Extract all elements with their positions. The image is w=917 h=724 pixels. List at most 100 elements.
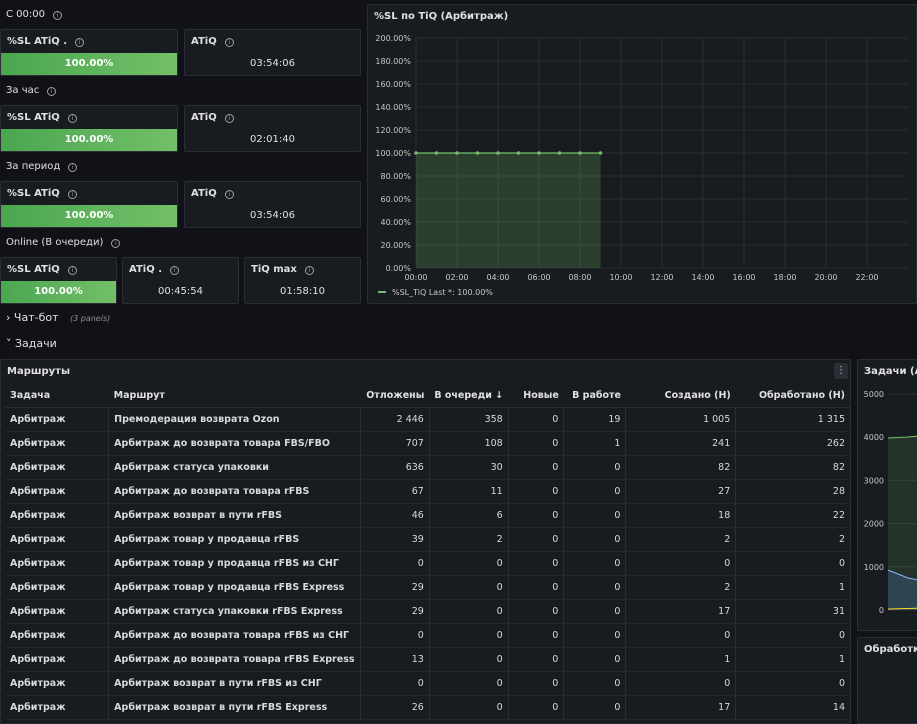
data-point — [414, 151, 418, 155]
atiq-value: 00:45:54 — [158, 286, 203, 297]
x-tick-label: 08:00 — [568, 273, 591, 282]
table-row[interactable]: Арбитраж Арбитраж товар у продавца rFBS и… — [5, 551, 850, 576]
info-icon[interactable]: i — [224, 190, 234, 199]
y-tick-label: 0.00% — [386, 264, 412, 273]
table-cell: 1 315 — [735, 407, 850, 432]
table-row[interactable]: Арбитраж Арбитраж возврат в пути rFBS из … — [5, 671, 850, 696]
chevron-right-icon: › — [6, 311, 11, 324]
tasks-chart-title: Задачи (Ар — [864, 366, 917, 377]
row-tasks[interactable]: ˅ Задачи — [6, 337, 57, 350]
y-tick-label: 4000 — [864, 433, 884, 442]
table-cell: Арбитраж до возврата товара FBS/FBO — [108, 431, 361, 456]
panel-menu-icon[interactable]: ⋮ — [834, 363, 848, 379]
series-line — [887, 607, 917, 610]
table-cell: 2 — [625, 527, 737, 552]
table-cell: 0 — [508, 431, 565, 456]
table-cell: 1 — [735, 575, 850, 600]
table-row[interactable]: Арбитраж Арбитраж статуса упаковки 636 30 0 0… — [5, 455, 850, 480]
info-icon[interactable]: i — [52, 11, 62, 20]
info-icon[interactable]: i — [67, 190, 77, 199]
table-cell: 0 — [508, 695, 565, 720]
col-header[interactable]: В очереди ↓ — [429, 385, 509, 408]
table-cell: 0 — [735, 623, 850, 648]
data-point — [516, 151, 521, 155]
sl-atiq-panel-online: %SL ATiQ i 100.00% — [0, 257, 117, 304]
table-cell: Арбитраж — [5, 455, 110, 480]
sl-atiq-panel: %SL ATiQ .i 100.00% — [0, 29, 178, 76]
data-point — [434, 151, 439, 155]
series-area — [416, 153, 601, 268]
info-icon[interactable]: i — [67, 114, 77, 123]
table-cell: Премодерация возврата Ozon — [108, 407, 361, 432]
table-cell: Арбитраж — [5, 695, 110, 720]
data-point — [537, 151, 541, 155]
table-row[interactable]: Арбитраж Арбитраж до возврата товара FBS/… — [5, 431, 850, 456]
series-line — [887, 569, 917, 581]
x-tick-label: 06:00 — [527, 273, 550, 282]
table-row[interactable]: Арбитраж Арбитраж товар у продавца rFBS E… — [5, 575, 850, 600]
info-icon[interactable]: i — [224, 38, 234, 47]
y-tick-label: 120.00% — [375, 126, 411, 135]
row-chatbot[interactable]: › Чат-бот (3 panels) — [6, 311, 111, 324]
data-point — [496, 151, 500, 155]
table-row[interactable]: Арбитраж Арбитраж статуса упаковки rFBS E… — [5, 599, 850, 624]
series-area — [888, 570, 917, 610]
section-title-hour: За час i — [6, 85, 57, 96]
y-tick-label: 3000 — [864, 476, 884, 485]
section-title-c0000: С 00:00 i — [6, 9, 62, 20]
table-cell: 241 — [625, 431, 737, 456]
col-header[interactable]: Обработано (Н) — [735, 385, 850, 408]
table-cell: 0 — [508, 479, 565, 504]
y-tick-label: 60.00% — [380, 195, 411, 204]
data-point — [475, 151, 480, 155]
col-header[interactable]: Создано (Н) — [625, 385, 736, 408]
processing-panel: Обработка — [857, 637, 917, 724]
section-title-period: За период i — [6, 161, 78, 172]
table-cell: Арбитраж возврат в пути rFBS Express — [108, 695, 361, 720]
table-cell: 0 — [735, 551, 850, 576]
table-row[interactable]: Арбитраж Арбитраж до возврата товара rFBS… — [5, 623, 850, 648]
table-cell: 0 — [563, 551, 627, 576]
table-cell: Арбитраж до возврата товара rFBS — [108, 479, 361, 504]
table-cell: Арбитраж — [5, 527, 110, 552]
table-cell: 0 — [508, 551, 565, 576]
col-header[interactable]: Новые — [508, 385, 564, 408]
col-header[interactable]: Маршрут — [108, 385, 360, 408]
y-tick-label: 5000 — [864, 390, 884, 399]
col-header[interactable]: Отложены — [360, 385, 430, 408]
info-icon[interactable]: i — [67, 266, 77, 275]
table-cell: 22 — [735, 503, 850, 528]
x-tick-label: 10:00 — [609, 273, 632, 282]
table-cell: Арбитраж — [5, 575, 110, 600]
info-icon[interactable]: i — [111, 239, 121, 248]
col-header[interactable]: В работе — [563, 385, 626, 408]
table-cell: 262 — [735, 431, 850, 456]
info-icon[interactable]: i — [47, 87, 57, 96]
table-cell: 2 — [735, 527, 850, 552]
table-cell: 1 — [625, 647, 737, 672]
table-row[interactable]: Арбитраж Арбитраж до возврата товара rFBS… — [5, 479, 850, 504]
table-row[interactable]: Арбитраж Арбитраж до возврата товара rFBS… — [5, 647, 850, 672]
col-header[interactable]: Задача — [5, 385, 109, 408]
table-row[interactable]: Арбитраж Арбитраж товар у продавца rFBS 39… — [5, 527, 850, 552]
x-tick-label: 12:00 — [650, 273, 673, 282]
info-icon[interactable]: i — [170, 266, 179, 275]
x-tick-label: 22:00 — [855, 273, 878, 282]
table-row[interactable]: Арбитраж Арбитраж возврат в пути rFBS 46 6 0… — [5, 503, 850, 528]
table-row[interactable]: Арбитраж Премодерация возврата Ozon 2 446 3… — [5, 407, 850, 432]
table-row[interactable]: Арбитраж Арбитраж возврат в пути rFBS Exp… — [5, 695, 850, 720]
table-cell: Арбитраж — [5, 551, 110, 576]
y-tick-label: 180.00% — [375, 57, 411, 66]
table-cell: Арбитраж — [5, 623, 110, 648]
info-icon[interactable]: i — [224, 114, 234, 123]
info-icon[interactable]: i — [304, 266, 314, 275]
y-tick-label: 100.00% — [375, 149, 411, 158]
info-icon[interactable]: i — [75, 38, 85, 47]
table-cell: 0 — [508, 623, 565, 648]
table-cell: 0 — [563, 503, 627, 528]
table-cell: 0 — [625, 551, 737, 576]
table-cell: Арбитраж товар у продавца rFBS из СНГ — [108, 551, 361, 576]
table-cell: 17 — [625, 695, 737, 720]
info-icon[interactable]: i — [68, 163, 78, 172]
table-cell: 0 — [563, 479, 627, 504]
